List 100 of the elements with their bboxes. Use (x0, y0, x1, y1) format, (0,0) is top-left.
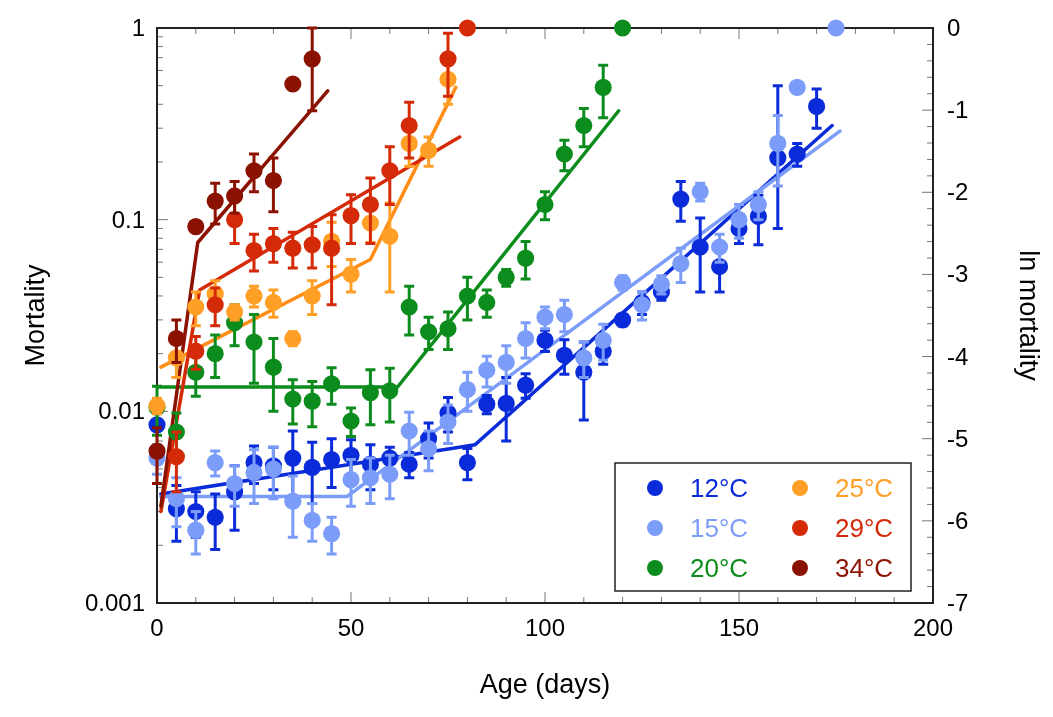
point (594, 331, 612, 349)
point (458, 454, 476, 472)
point (342, 471, 360, 489)
point (342, 412, 360, 430)
point (517, 329, 535, 347)
point (420, 439, 438, 458)
point (497, 353, 515, 371)
point (672, 190, 690, 208)
y-tick-label: 0.1 (111, 205, 145, 233)
point (187, 298, 205, 316)
y2-tick-label: -3 (947, 260, 969, 288)
legend-label: 25°C (835, 473, 894, 503)
point (381, 162, 399, 180)
point (303, 511, 321, 529)
x-axis-title: Age (days) (479, 669, 611, 699)
point (323, 451, 341, 469)
point (245, 287, 263, 305)
point (555, 346, 573, 364)
point (245, 162, 263, 180)
y2-tick-label: -6 (947, 506, 969, 534)
x-tick-label: 50 (337, 614, 365, 641)
point (167, 448, 185, 466)
point (187, 342, 205, 360)
point (400, 455, 418, 473)
point (245, 463, 263, 481)
point (497, 394, 515, 412)
y2-tick-label: 0 (947, 14, 961, 41)
point (284, 390, 302, 408)
point (323, 239, 341, 257)
y-axis-title: Mortality (20, 263, 50, 367)
point (381, 382, 399, 400)
point (458, 380, 476, 399)
point (206, 454, 224, 472)
point (808, 97, 826, 115)
point (323, 375, 341, 393)
point (614, 19, 632, 37)
point (167, 329, 185, 347)
point (206, 192, 224, 210)
point (536, 308, 554, 326)
y-tick-label: 1 (131, 14, 145, 41)
point (788, 78, 806, 96)
point (827, 19, 845, 37)
point (206, 508, 224, 526)
point (400, 422, 418, 440)
point (439, 50, 457, 68)
point (342, 265, 360, 283)
point (264, 358, 282, 376)
point (769, 134, 787, 152)
point (187, 521, 205, 539)
y2-tick-label: -2 (947, 178, 969, 206)
point (458, 19, 476, 37)
point (342, 207, 360, 225)
point (672, 255, 690, 273)
point (536, 331, 554, 349)
point (245, 333, 263, 351)
x-tick-label: 200 (912, 614, 954, 641)
point (730, 211, 748, 229)
point (517, 249, 535, 267)
y-tick-label: 0.001 (84, 589, 145, 616)
point (381, 465, 399, 483)
point (478, 293, 496, 311)
point (575, 349, 593, 367)
x-tick-label: 0 (150, 614, 164, 641)
point (303, 236, 321, 254)
point (206, 296, 224, 314)
legend-label: 20°C (690, 553, 749, 583)
point (323, 525, 341, 543)
point (361, 384, 379, 402)
point (303, 392, 321, 410)
point (303, 50, 321, 68)
point (264, 172, 282, 190)
point (439, 320, 457, 338)
point (206, 345, 224, 363)
point (575, 116, 593, 135)
y2-tick-label: -7 (947, 589, 969, 616)
point (555, 305, 573, 324)
point (536, 195, 554, 214)
point (264, 235, 282, 253)
point (691, 238, 709, 256)
x-tick-label: 150 (718, 614, 760, 641)
point (381, 227, 399, 245)
point (303, 458, 321, 476)
point (400, 116, 418, 135)
point (284, 239, 302, 257)
legend-label: 29°C (835, 513, 894, 543)
point (478, 361, 496, 379)
point (555, 145, 573, 163)
point (187, 218, 205, 236)
point (245, 242, 263, 260)
y2-axis-title: ln mortality (1014, 250, 1044, 382)
y2-tick-label: -4 (947, 342, 969, 370)
y2-tick-label: -5 (947, 424, 969, 452)
point (284, 492, 302, 510)
point (303, 287, 321, 305)
point (788, 145, 806, 163)
x-tick-label: 100 (524, 614, 566, 641)
point (226, 187, 244, 205)
point (749, 195, 767, 214)
point (420, 141, 438, 159)
point (711, 238, 729, 256)
